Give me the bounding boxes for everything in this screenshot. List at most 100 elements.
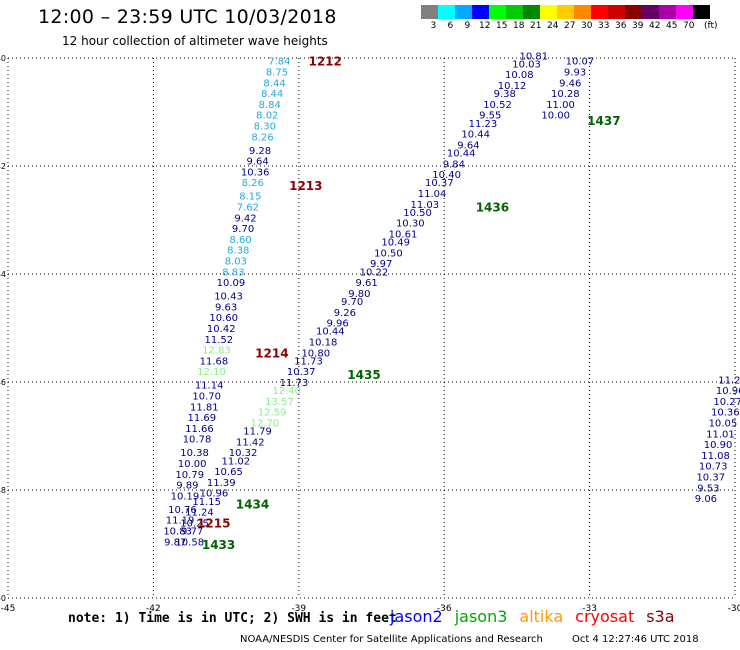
units-note: note: 1) Time is in UTC; 2) SWH is in fe… (68, 611, 397, 626)
wave-height-value: 10.37 (425, 178, 454, 189)
legend-label: 33 (598, 21, 610, 31)
wave-height-value: 10.65 (214, 467, 243, 478)
legend-label: 12 (479, 21, 491, 31)
wave-height-value: 10.18 (309, 338, 338, 349)
pass-time-label: 1434 (236, 498, 269, 512)
wave-height-value: 8.03 (225, 257, 247, 268)
wave-height-value: 9.84 (443, 159, 465, 170)
x-tick-label: -45 (1, 604, 16, 614)
legend-swatch (421, 5, 438, 19)
wave-height-value: 11.79 (243, 427, 272, 438)
wave-height-value: 11.52 (205, 335, 234, 346)
wave-height-value: 10.42 (207, 324, 236, 335)
wave-height-value: 10.50 (403, 208, 432, 219)
wave-height-value: 8.02 (256, 111, 278, 122)
wave-height-value: 10.83 (163, 527, 192, 538)
wave-height-value: 10.44 (447, 149, 476, 160)
wave-height-value: 10.80 (301, 348, 330, 359)
legend-label: 3 (430, 21, 437, 31)
wave-height-value: 8.83 (222, 267, 244, 278)
wave-height-value: 11.42 (236, 437, 265, 448)
map-subtitle: 12 hour collection of altimeter wave hei… (62, 34, 328, 48)
pass-time-label: 1213 (289, 179, 322, 193)
legend-label: 9 (464, 21, 471, 31)
wave-height-value: 8.60 (230, 235, 252, 246)
wave-height-value: 9.89 (176, 481, 198, 492)
satellite-label-s3a: s3a (646, 607, 675, 626)
wave-height-value: 11.19 (166, 516, 195, 527)
wave-height-value: 10.79 (175, 470, 204, 481)
wave-height-value: 11.69 (188, 413, 217, 424)
y-tick-label: 46 (0, 378, 6, 387)
legend-label: 36 (615, 21, 627, 31)
wave-height-value: 10.96 (200, 489, 229, 500)
wave-height-value: 11.73 (294, 356, 323, 367)
legend-unit: (ft) (704, 21, 718, 31)
legend-label: 70 (683, 21, 695, 31)
legend-swatch (523, 5, 540, 19)
wave-height-value: 8.26 (242, 178, 264, 189)
pass-time-label: 1212 (308, 55, 341, 69)
pass-time-label: 1435 (347, 368, 380, 382)
wave-height-value: 9.70 (232, 224, 254, 235)
wave-height-value: 7.62 (237, 203, 259, 214)
wave-height-value: 11.68 (200, 356, 229, 367)
legend-swatch (625, 5, 642, 19)
footer-timestamp: Oct 4 12:27:46 UTC 2018 (572, 634, 699, 645)
wave-height-value: 9.97 (370, 259, 392, 270)
wave-height-value: 9.61 (356, 278, 378, 289)
wave-height-value: 12.70 (251, 419, 280, 430)
wave-height-value: 10.44 (461, 130, 490, 141)
legend-label: 21 (530, 21, 542, 31)
wave-height-value: 11.81 (190, 402, 219, 413)
satellite-label-jason2: jason2 (390, 607, 443, 626)
legend-swatch (642, 5, 659, 19)
wave-height-value: 12.59 (258, 408, 287, 419)
color-legend-labels: 3 6 9 12 15 18 21 24 27 30 33 36 39 42 45 70 (ft) (421, 21, 740, 33)
wave-height-value: 9.77 (181, 527, 203, 538)
pass-time-label: 1436 (476, 201, 509, 215)
y-tick-label: 48 (0, 486, 6, 495)
satellite-label-jason3: jason3 (454, 607, 508, 626)
x-tick-label: -36 (437, 604, 452, 614)
legend-swatch (540, 5, 557, 19)
wave-height-value: 9.64 (457, 140, 479, 151)
wave-height-value: 13.57 (265, 397, 294, 408)
wave-height-value: 10.30 (396, 219, 425, 230)
wave-height-value: 8.38 (227, 246, 249, 257)
legend-label: 6 (447, 21, 454, 31)
wave-height-value: 8.26 (251, 132, 273, 143)
wave-height-value: 10.19 (171, 491, 200, 502)
wave-height-value: 11.24 (185, 508, 214, 519)
y-tick-label: 50 (0, 594, 6, 603)
legend-swatch (472, 5, 489, 19)
wave-height-value: 7.84 (268, 57, 290, 68)
wave-height-value: 9.42 (234, 213, 256, 224)
wave-height-value: 10.90 (704, 440, 733, 451)
footer-source: NOAA/NESDIS Center for Satellite Applica… (240, 634, 543, 645)
wave-height-value: 10.28 (551, 89, 580, 100)
wave-height-value: 10.36 (241, 167, 270, 178)
wave-height-value: 9.70 (341, 297, 363, 308)
pass-time-label: 1215 (197, 516, 230, 530)
wave-height-value: 10.05 (709, 419, 738, 430)
color-legend (421, 5, 710, 19)
wave-height-value: 10.76 (168, 505, 197, 516)
wave-height-value: 9.64 (246, 157, 268, 168)
wave-height-value: 12.40 (272, 386, 301, 397)
wave-height-value: 8.44 (261, 89, 283, 100)
wave-height-value: 11.02 (221, 456, 250, 467)
wave-height-value: 10.22 (360, 267, 389, 278)
wave-height-value: 11.66 (185, 424, 214, 435)
x-tick-label: -33 (582, 604, 597, 614)
legend-label: 24 (547, 21, 559, 31)
wave-height-value: 11.14 (195, 381, 224, 392)
y-tick-label: 44 (0, 270, 6, 279)
legend-swatch (676, 5, 693, 19)
wave-height-value: 10.12 (498, 81, 527, 92)
wave-height-value: 10.60 (209, 313, 238, 324)
wave-height-value: 9.53 (697, 483, 719, 494)
wave-height-value: 8.44 (263, 78, 285, 89)
wave-height-value: 9.63 (215, 302, 237, 313)
